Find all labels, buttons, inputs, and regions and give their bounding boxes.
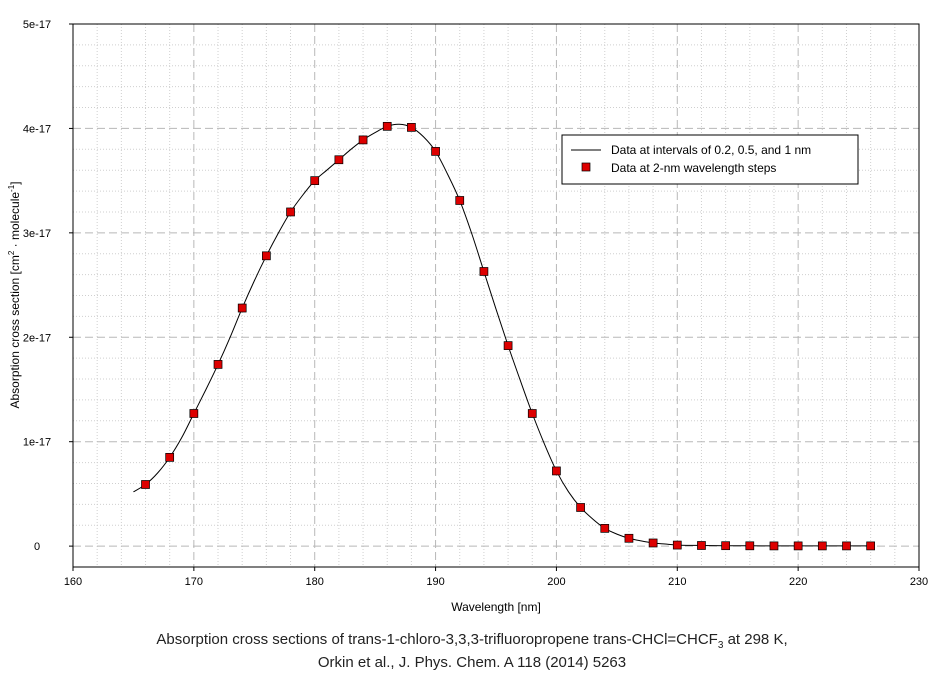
data-point-marker <box>310 176 320 185</box>
data-point-marker <box>624 533 634 543</box>
data-point-marker <box>358 135 368 145</box>
data-point-marker <box>141 480 150 489</box>
data-point-marker <box>769 541 779 551</box>
x-axis-label: Wavelength [nm] <box>451 600 541 614</box>
plot-frame <box>72 23 920 568</box>
x-tick-label: 220 <box>789 576 807 588</box>
caption-line-1: Absorption cross sections of trans-1-chl… <box>0 631 944 651</box>
data-point-marker <box>817 541 827 551</box>
chart: 160 170 180 190 200 210 220 230 0 1e-17 2e-17 3e-17… <box>7 19 928 614</box>
data-point-marker <box>286 207 295 217</box>
data-point-marker <box>382 121 392 131</box>
data-point-marker <box>576 503 585 512</box>
data-point-marker <box>237 303 247 313</box>
x-tick-label: 200 <box>547 576 565 588</box>
data-point-marker <box>334 155 344 165</box>
legend: Data at intervals of 0.2, 0.5, and 1 nm … <box>561 134 859 185</box>
data-point-marker <box>842 541 851 551</box>
y-tick-label: 5e-17 <box>23 19 51 31</box>
y-tick-label: 2e-17 <box>23 332 51 344</box>
caption-line-1-sub: 3 <box>717 640 724 651</box>
data-point-marker <box>866 541 876 551</box>
data-point-marker <box>213 360 223 369</box>
legend-label-line: Data at intervals of 0.2, 0.5, and 1 nm <box>611 143 811 157</box>
data-point-marker <box>697 541 706 550</box>
caption-line-1-end: at 298 K, <box>723 631 788 648</box>
caption-line-2: Orkin et al., J. Phys. Chem. A 118 (2014… <box>317 654 627 671</box>
data-point-marker <box>431 147 440 156</box>
y-axis-label-sup1: 2 <box>7 250 16 255</box>
data-point-marker <box>189 409 199 418</box>
y-axis-label-end: ] <box>8 181 22 184</box>
tick-layer: 160 170 180 190 200 210 220 230 0 1e-17 2e-17 3e-17… <box>23 19 928 588</box>
data-point-marker <box>165 453 175 462</box>
data-point-marker <box>745 541 755 551</box>
x-tick-label: 210 <box>668 576 686 588</box>
legend-box <box>561 134 859 185</box>
caption-line-1-start: Absorption cross sections of trans-1-chl… <box>156 631 718 648</box>
data-point-marker <box>527 409 537 418</box>
x-tick-label: 170 <box>185 576 203 588</box>
data-point-marker <box>503 341 513 350</box>
x-tick-label: 160 <box>64 576 82 588</box>
y-axis-label-main: Absorption cross section [cm <box>8 255 22 408</box>
data-point-marker <box>721 541 730 551</box>
data-point-marker <box>793 541 803 551</box>
y-axis-label-mid: · molecule <box>8 192 22 251</box>
x-tick-label: 230 <box>910 576 928 588</box>
data-point-marker <box>262 251 271 261</box>
y-tick-label: 3e-17 <box>23 228 51 240</box>
data-point-marker <box>552 466 561 476</box>
data-point-marker <box>600 524 610 533</box>
y-tick-label: 0 <box>34 541 40 553</box>
y-axis-label: Absorption cross section [cm2 · molecule… <box>7 181 22 408</box>
data-point-marker <box>672 540 682 550</box>
legend-label-marker: Data at 2-nm wavelength steps <box>611 161 776 175</box>
series-marker-layer <box>141 121 876 551</box>
data-point-marker <box>407 123 416 132</box>
y-tick-label: 1e-17 <box>23 437 51 449</box>
data-point-marker <box>648 538 658 548</box>
x-tick-label: 180 <box>306 576 324 588</box>
y-tick-label: 4e-17 <box>23 123 51 135</box>
legend-marker-swatch <box>581 162 591 172</box>
y-axis-label-sup2: -1 <box>7 184 16 192</box>
data-point-marker <box>479 267 489 276</box>
data-point-marker <box>455 196 465 205</box>
x-tick-label: 190 <box>426 576 444 588</box>
